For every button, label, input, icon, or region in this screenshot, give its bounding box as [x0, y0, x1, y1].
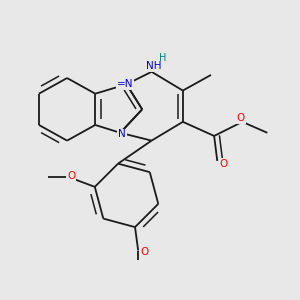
Text: O: O: [219, 159, 228, 169]
Text: NH: NH: [146, 61, 162, 71]
Text: H: H: [159, 53, 166, 63]
Text: N: N: [118, 129, 126, 140]
Text: =N: =N: [117, 79, 133, 89]
Text: O: O: [67, 171, 76, 181]
Text: O: O: [140, 247, 148, 257]
Text: O: O: [237, 113, 245, 123]
